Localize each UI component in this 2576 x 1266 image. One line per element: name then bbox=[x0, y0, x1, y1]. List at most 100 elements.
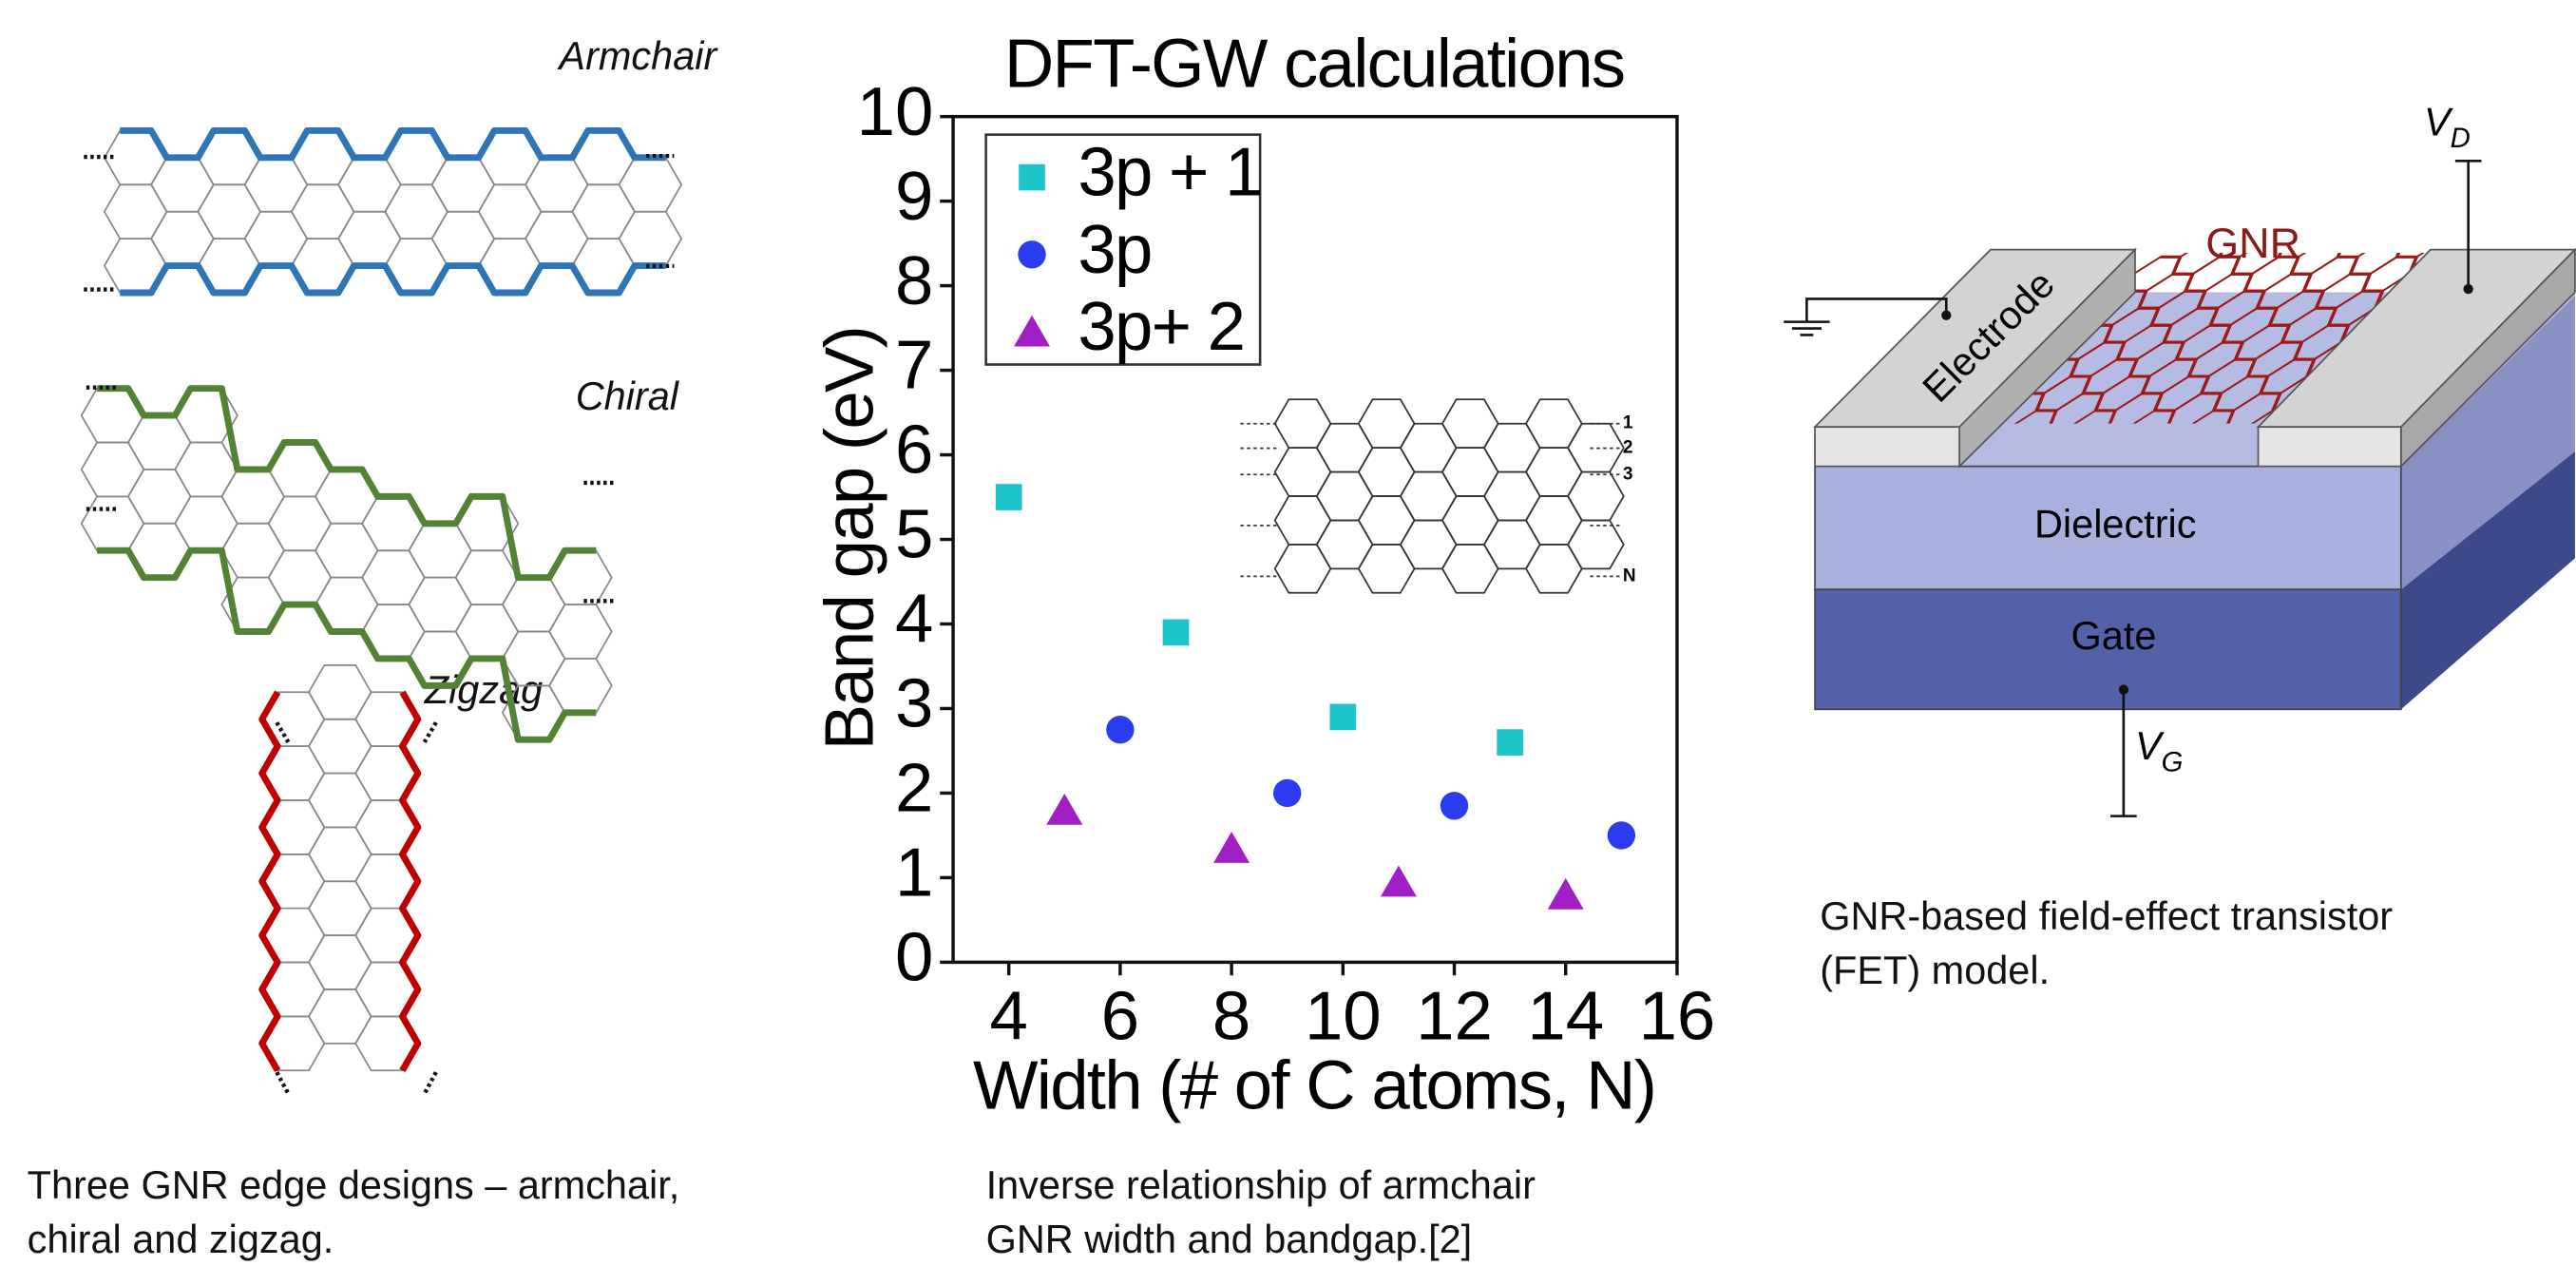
hexagon bbox=[618, 156, 683, 213]
electrode-front bbox=[2257, 426, 2402, 468]
x-axis-label: Width (# of C atoms, N) bbox=[973, 1046, 1655, 1123]
legend-marker bbox=[1019, 163, 1045, 191]
hexagon bbox=[150, 156, 215, 213]
hexagon bbox=[337, 156, 402, 213]
armchair-edge bbox=[120, 126, 666, 162]
zigzag-label: Zigzag bbox=[424, 667, 543, 712]
y-tick-label: 6 bbox=[895, 412, 933, 489]
terminal bbox=[2118, 684, 2129, 695]
hexagon bbox=[1273, 495, 1332, 546]
legend-label: 3p bbox=[1078, 211, 1151, 288]
drain-v: V bbox=[2424, 99, 2453, 144]
gnr-label: GNR bbox=[2205, 219, 2300, 267]
chiral-label: Chiral bbox=[576, 374, 680, 418]
hexagon bbox=[477, 183, 543, 240]
terminal bbox=[2463, 283, 2473, 295]
hexagon bbox=[361, 549, 426, 605]
hexagon bbox=[80, 441, 145, 498]
chiral-edge bbox=[97, 385, 597, 582]
hexagon bbox=[1399, 422, 1458, 473]
hexagon bbox=[1525, 544, 1583, 594]
hexagon bbox=[1525, 495, 1583, 546]
y-tick-label: 10 bbox=[857, 73, 934, 150]
inset-label: 2 bbox=[1623, 438, 1633, 458]
hexagon bbox=[174, 495, 239, 552]
hexagon bbox=[1273, 544, 1332, 594]
caption-line: GNR-based field-effect transistor bbox=[1820, 893, 2393, 938]
hexagon bbox=[220, 522, 286, 579]
hexagon bbox=[1482, 519, 1541, 570]
hexagon bbox=[1441, 398, 1499, 450]
hexagon bbox=[267, 549, 333, 605]
y-tick-label: 7 bbox=[895, 327, 933, 404]
inset-label: 3 bbox=[1623, 464, 1633, 484]
dielectric-front bbox=[1814, 465, 2402, 591]
hexagon bbox=[307, 826, 372, 883]
hexagon bbox=[307, 934, 372, 990]
chart-title: DFT-GW calculations bbox=[1004, 26, 1624, 103]
armchair-edge bbox=[120, 262, 666, 297]
hexagon bbox=[1441, 447, 1499, 497]
x-tick-label: 12 bbox=[1416, 978, 1493, 1055]
hexagon bbox=[430, 210, 496, 267]
hexagon bbox=[1315, 422, 1374, 473]
point bbox=[1273, 778, 1302, 808]
inset-label: N bbox=[1623, 566, 1636, 585]
inset-label: 1 bbox=[1623, 413, 1633, 433]
hexagon bbox=[430, 156, 496, 213]
y-tick-label: 2 bbox=[895, 750, 933, 827]
hexagon bbox=[1399, 519, 1458, 570]
caption-line: Three GNR edge designs – armchair, bbox=[28, 1162, 680, 1207]
y-tick-label: 3 bbox=[895, 665, 933, 742]
hexagon bbox=[1315, 470, 1374, 522]
y-tick-label: 9 bbox=[895, 158, 933, 235]
hexagon bbox=[80, 495, 145, 552]
armchair-label: Armchair bbox=[556, 33, 718, 78]
gate-sub: G bbox=[2162, 746, 2184, 777]
ribbon-end bbox=[422, 1071, 438, 1095]
caption-line: chiral and zigzag. bbox=[28, 1217, 334, 1261]
hexagon bbox=[197, 183, 262, 240]
hexagon bbox=[290, 183, 355, 240]
hexagon bbox=[454, 549, 520, 605]
hexagon bbox=[1357, 447, 1416, 497]
caption-line: Inverse relationship of armchair bbox=[986, 1162, 1536, 1207]
hexagon bbox=[150, 210, 215, 267]
caption-line: GNR width and bandgap.[2] bbox=[986, 1217, 1473, 1261]
drain-voltage-label: VD bbox=[2424, 99, 2471, 153]
hexagon bbox=[1273, 398, 1332, 450]
hexagon bbox=[1357, 398, 1416, 450]
chiral-edge bbox=[97, 547, 597, 743]
hexagon bbox=[454, 604, 520, 660]
y-tick-label: 1 bbox=[895, 834, 933, 911]
hexagon bbox=[267, 495, 333, 552]
ground-wire bbox=[1805, 297, 1948, 322]
legend-marker bbox=[1013, 315, 1050, 347]
hexagon bbox=[1567, 422, 1625, 473]
hexagon bbox=[1357, 495, 1416, 546]
y-tick-label: 4 bbox=[895, 581, 933, 658]
zigzag-edge bbox=[258, 690, 281, 1072]
x-tick-label: 8 bbox=[1212, 978, 1250, 1055]
hexagon bbox=[571, 183, 636, 240]
gate-front bbox=[1814, 588, 2402, 711]
hexagon bbox=[1315, 519, 1374, 570]
hexagon bbox=[501, 576, 566, 633]
point bbox=[1213, 831, 1250, 863]
hexagon bbox=[220, 469, 286, 525]
hexagon bbox=[1441, 495, 1499, 546]
caption-line: (FET) model. bbox=[1820, 948, 2050, 992]
terminal bbox=[1941, 310, 1952, 320]
x-tick-label: 10 bbox=[1305, 978, 1382, 1055]
ribbon-end bbox=[422, 721, 438, 743]
hexagon bbox=[548, 604, 613, 660]
hexagon bbox=[408, 576, 473, 633]
electrode-front bbox=[1814, 426, 1960, 468]
point bbox=[1046, 793, 1083, 825]
hexagon bbox=[307, 772, 372, 829]
hexagon bbox=[1525, 447, 1583, 497]
legend-label: 3p + 1 bbox=[1078, 134, 1261, 211]
ribbon-end bbox=[275, 1071, 291, 1095]
x-tick-label: 14 bbox=[1527, 978, 1604, 1055]
